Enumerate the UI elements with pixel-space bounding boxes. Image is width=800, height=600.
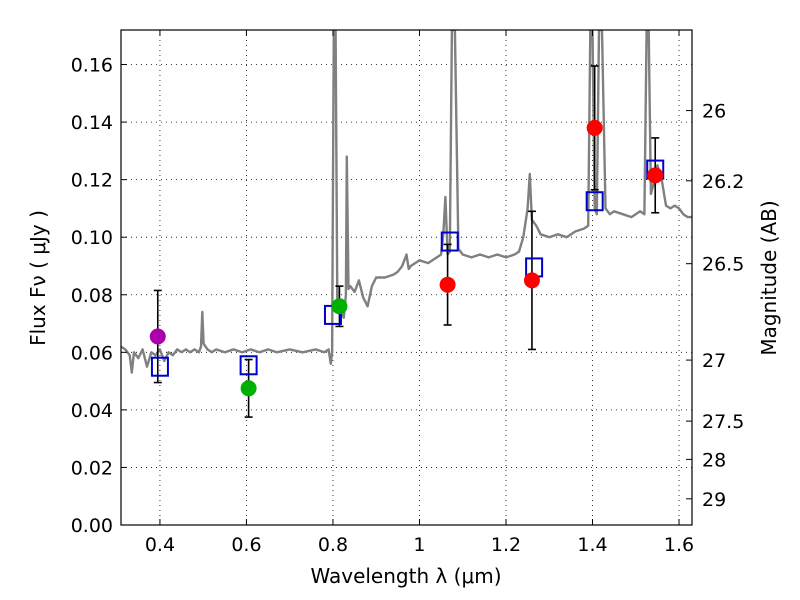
y-tick-label: 0.04	[71, 400, 113, 422]
tick-layer: 0.4 0.6 0.8 1 1.2 1.4 1.6 0.00 0.02 0.04 0.06 0.08 0…	[71, 30, 744, 556]
grid-layer	[121, 30, 692, 526]
x-tick-label: 0.6	[231, 534, 261, 556]
y-tick-label: 0.10	[71, 227, 113, 249]
y-axis-title: Flux Fν ( μJy )	[26, 210, 50, 346]
x-tick-label: 1	[413, 534, 425, 556]
y-tick-label: 0.16	[71, 55, 113, 77]
magnitude-tick-label: 26.2	[702, 171, 744, 193]
marker-layer	[149, 65, 665, 418]
model-photometry-point	[239, 355, 258, 376]
y-tick-label: 0.08	[71, 285, 113, 307]
observed-photometry-point	[586, 119, 603, 136]
magnitude-tick-label: 29	[702, 489, 726, 511]
magnitude-tick-label: 27	[702, 350, 726, 372]
y-tick-label: 0.14	[71, 112, 113, 134]
x-tick-label: 0.4	[145, 534, 175, 556]
model-photometry-point	[150, 356, 169, 377]
magnitude-tick-label: 26	[702, 101, 726, 123]
x-tick-label: 1.2	[491, 534, 521, 556]
magnitude-tick-label: 26.5	[702, 254, 744, 276]
model-photometry-point	[440, 231, 459, 252]
observed-photometry-point	[331, 298, 348, 315]
model-photometry-point	[585, 191, 604, 212]
observed-photometry-point	[523, 272, 540, 289]
right-axis-title: Magnitude (AB)	[757, 200, 781, 355]
y-tick-label: 0.02	[71, 457, 113, 479]
y-tick-label: 0.00	[71, 515, 113, 537]
spectrum-layer	[121, 30, 692, 374]
magnitude-tick-label: 27.5	[702, 411, 744, 433]
x-tick-label: 0.8	[318, 534, 348, 556]
magnitude-tick-label: 28	[702, 449, 726, 471]
y-tick-label: 0.12	[71, 170, 113, 192]
observed-photometry-point	[439, 276, 456, 293]
x-tick-label: 1.6	[664, 534, 694, 556]
x-tick-label: 1.4	[577, 534, 607, 556]
observed-photometry-point	[647, 167, 664, 184]
y-tick-label: 0.06	[71, 342, 113, 364]
plot-frame	[120, 29, 693, 526]
spectrum-line	[121, 30, 692, 374]
observed-photometry-point	[149, 328, 166, 345]
x-axis-title: Wavelength λ (μm)	[310, 564, 501, 588]
observed-photometry-point	[240, 380, 257, 397]
